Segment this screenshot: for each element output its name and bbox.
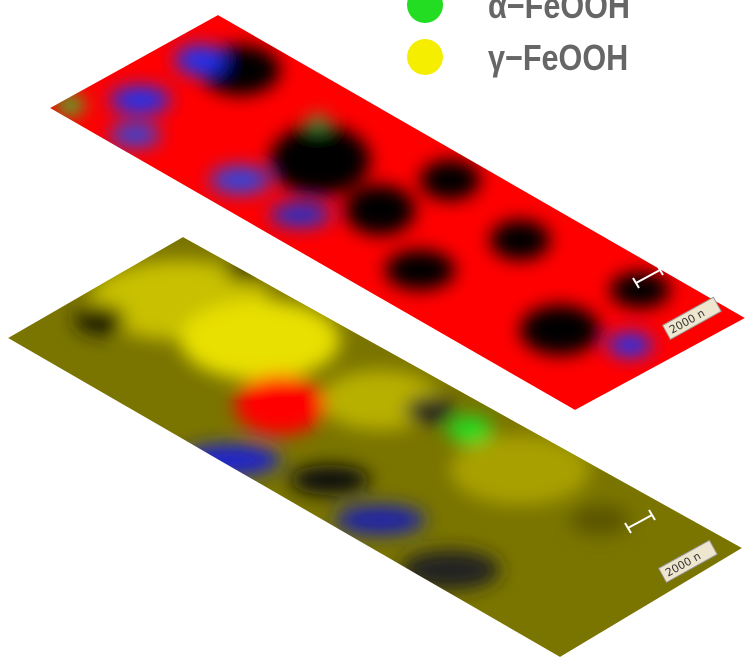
- legend-label: α−FeOOH: [488, 0, 630, 27]
- legend: α−FeOOH γ−FeOOH: [407, 0, 630, 79]
- figure: 2000 n 2000 n α−FeOOHγ−FeOOH: [0, 0, 746, 657]
- legend-dot: [407, 0, 443, 23]
- legend-dot: [407, 39, 443, 75]
- legend-label: γ−FeOOH: [488, 39, 628, 79]
